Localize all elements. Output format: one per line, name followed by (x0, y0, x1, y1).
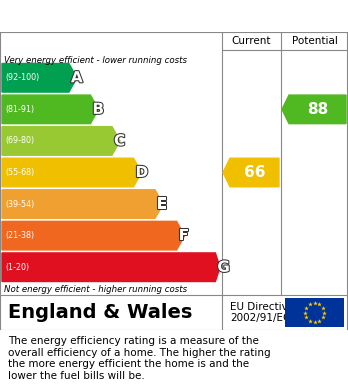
Text: C: C (114, 133, 125, 149)
Text: Very energy efficient - lower running costs: Very energy efficient - lower running co… (4, 56, 187, 65)
Polygon shape (2, 95, 98, 124)
Text: England & Wales: England & Wales (8, 303, 192, 322)
Bar (285, 298, 344, 327)
Text: (81-91): (81-91) (5, 105, 34, 114)
Polygon shape (282, 95, 346, 124)
Polygon shape (2, 158, 142, 187)
Text: (21-38): (21-38) (5, 231, 34, 240)
Text: (39-54): (39-54) (5, 199, 34, 208)
Text: G: G (218, 260, 230, 275)
Text: The energy efficiency rating is a measure of the
overall efficiency of a home. T: The energy efficiency rating is a measur… (8, 336, 271, 381)
Polygon shape (2, 221, 184, 250)
Text: F: F (179, 228, 189, 243)
Polygon shape (2, 127, 120, 155)
Text: 66: 66 (244, 165, 265, 180)
Text: E: E (157, 197, 167, 212)
Text: (55-68): (55-68) (5, 168, 34, 177)
Text: D: D (135, 165, 148, 180)
Text: B: B (93, 102, 104, 117)
Text: Energy Efficiency Rating: Energy Efficiency Rating (8, 9, 218, 23)
Text: EU Directive
2002/91/EC: EU Directive 2002/91/EC (230, 302, 294, 323)
Text: Potential: Potential (292, 36, 338, 46)
Text: Current: Current (232, 36, 271, 46)
Text: (92-100): (92-100) (5, 73, 39, 82)
Polygon shape (2, 253, 220, 282)
Text: (1-20): (1-20) (5, 263, 29, 272)
Text: Not energy efficient - higher running costs: Not energy efficient - higher running co… (4, 285, 187, 294)
Polygon shape (2, 63, 77, 92)
Text: (69-80): (69-80) (5, 136, 34, 145)
Polygon shape (2, 190, 163, 218)
Polygon shape (223, 158, 279, 187)
Text: A: A (71, 70, 83, 85)
Text: 88: 88 (307, 102, 328, 117)
